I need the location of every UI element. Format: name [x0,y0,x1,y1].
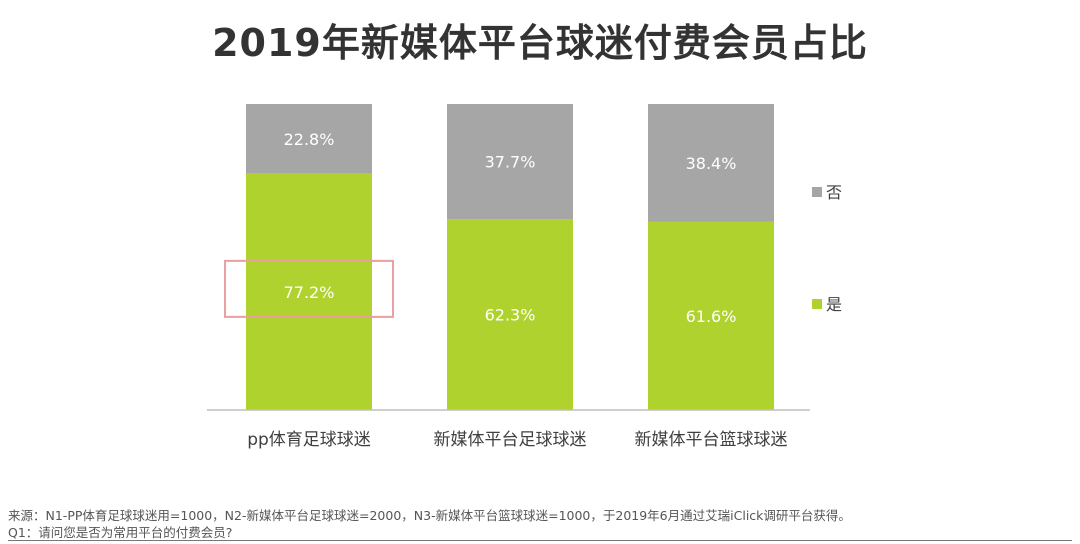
bar-label-yes-2: 62.3% [485,306,536,325]
chart-title: 2019年新媒体平台球迷付费会员占比 [212,21,868,65]
bar-no-1 [246,104,372,174]
bar-label-no-2: 37.7% [485,153,536,172]
bar-no-2 [447,104,573,220]
bar-yes-1 [246,173,372,410]
legend-label-no: 否 [826,183,842,202]
legend-swatch-no [812,187,822,197]
bar-label-yes-3: 61.6% [686,307,737,326]
bar-yes-2 [447,219,573,410]
question-note: Q1：请问您是否为常用平台的付费会员? [8,525,233,540]
bar-label-yes-1: 77.2% [284,283,335,302]
footer-divider [8,540,1072,541]
chart-footer: 来源：N1-PP体育足球球迷用=1000，N2-新媒体平台足球球迷=2000，N… [8,507,1072,541]
bar-yes-3 [648,221,774,410]
bar-no-3 [648,104,774,222]
legend-swatch-yes [812,299,822,309]
bar-label-no-3: 38.4% [686,154,737,173]
legend-label-yes: 是 [826,295,842,314]
x-tick-label-2: 新媒体平台足球球迷 [434,430,587,450]
source-note: 来源：N1-PP体育足球球迷用=1000，N2-新媒体平台足球球迷=2000，N… [8,508,851,523]
x-tick-label-3: 新媒体平台篮球球迷 [635,430,788,450]
x-tick-label-1: pp体育足球球迷 [247,430,371,450]
stacked-bar-chart: 77.2% 22.8% pp体育足球球迷 62.3% 37.7% 新媒体平台足球球迷 61.… [207,104,842,450]
highlight-box [224,259,394,318]
bar-label-no-1: 22.8% [284,130,335,149]
